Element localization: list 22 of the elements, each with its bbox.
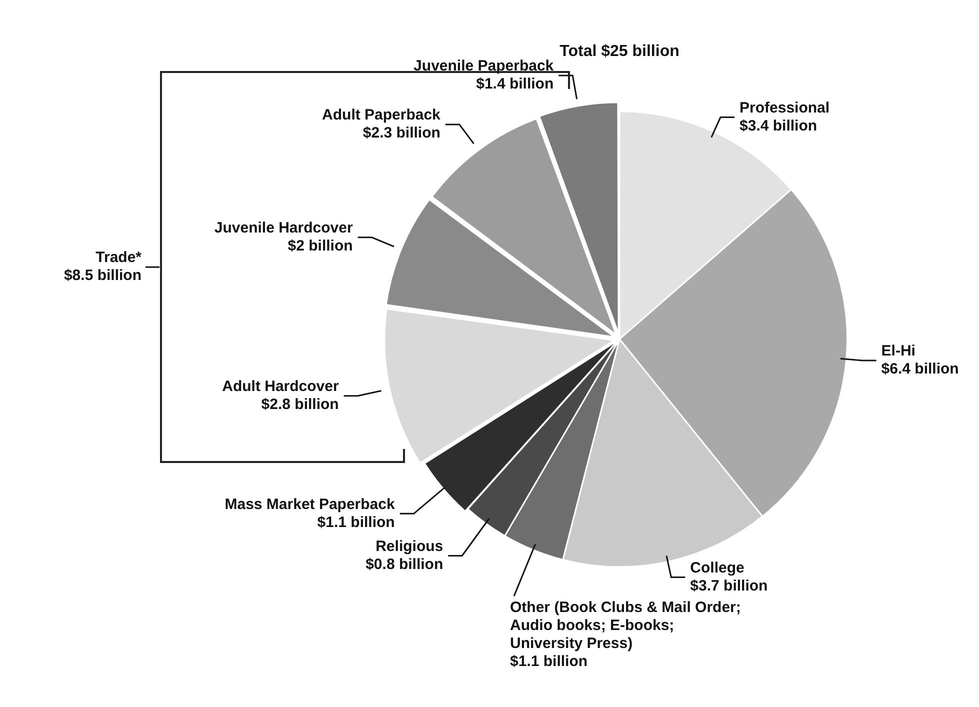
slice-label: Mass Market Paperback [224,496,396,513]
data-label: $0.8 billion [366,556,444,573]
data-label: $6.4 billion [881,360,959,378]
slice-label: Adult Hardcover [222,378,339,396]
slice-label: College [690,559,744,576]
chart-title: Total $25 billion [560,43,680,60]
data-label: $1.1 billion [317,514,395,531]
data-label: $1.1 billion [510,653,588,670]
slice-label: Other (Book Clubs & Mail Order; Audio books; E-books; University Press) [510,599,741,652]
data-label: $2.8 billion [261,396,339,414]
text: Trade* $8.5 billion [64,249,142,284]
slice-label: El-Hi [881,342,916,360]
data-label: $1.4 billion [476,76,554,93]
slice-label: Professional [740,99,830,116]
data-label: $2 billion [288,238,353,255]
slice-label: Adult Paperback [322,106,442,124]
slice-label: Religious [376,538,444,555]
slice-label: Juvenile Paperback [414,58,554,75]
data-label: $2.3 billion [362,124,440,142]
data-label: $3.4 billion [740,117,818,134]
slice-label: Juvenile Hardcover [214,220,353,237]
data-label: $3.7 billion [690,577,768,594]
